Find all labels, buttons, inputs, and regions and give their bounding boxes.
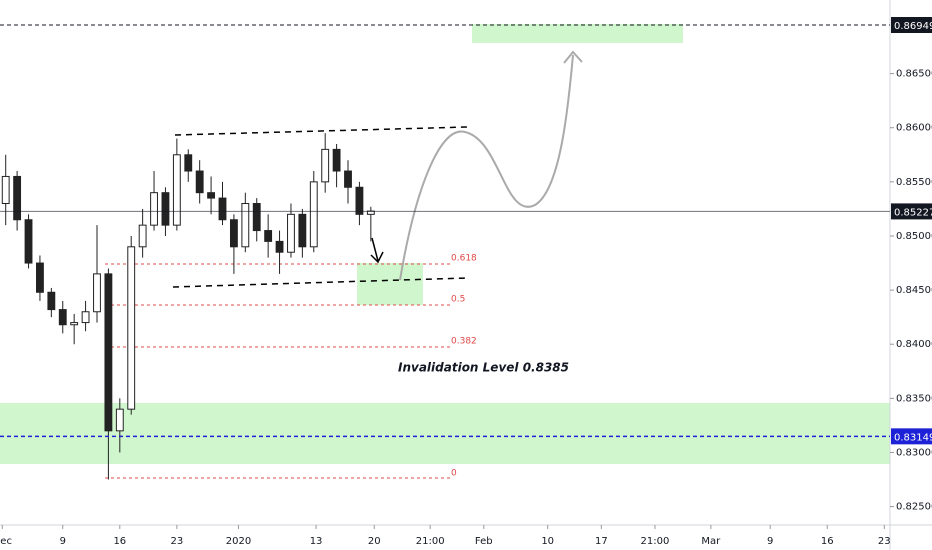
- candle-body: [161, 192, 170, 226]
- candle-body: [13, 175, 22, 221]
- candle-body: [344, 170, 352, 188]
- candle-body: [241, 203, 250, 248]
- candle-body: [229, 219, 238, 248]
- fib-label: 0.382: [451, 337, 477, 347]
- y-tick-label: 0.86500: [896, 69, 932, 80]
- candle-body: [218, 197, 227, 221]
- candle-body: [252, 203, 261, 232]
- x-tick-label: 16: [113, 536, 126, 547]
- x-tick-label: 10: [541, 536, 554, 547]
- x-tick-label: 20: [368, 536, 381, 547]
- candle-body: [172, 154, 181, 226]
- candle-body: [58, 309, 67, 326]
- down-arrow: [370, 237, 384, 264]
- candle-body: [24, 219, 33, 264]
- candle-body: [81, 311, 90, 324]
- fib-label: 0.618: [451, 254, 477, 264]
- x-tick-label: 23: [170, 536, 183, 547]
- candle-body: [150, 192, 158, 226]
- fib-label: 0: [451, 469, 457, 479]
- candle-body: [70, 322, 79, 326]
- candle-body: [127, 246, 136, 410]
- fib-label: 0.5: [451, 295, 465, 305]
- x-tick-label: 17: [595, 536, 608, 547]
- candle-body: [309, 181, 318, 248]
- candle-body: [298, 213, 307, 248]
- annotation: Invalidation Level 0.8385: [398, 361, 569, 375]
- candle-body: [184, 154, 193, 172]
- x-tick-label: Mar: [701, 536, 721, 547]
- price-label: 0.83149: [894, 432, 932, 443]
- x-tick-label: 13: [310, 536, 323, 547]
- trend-lines: [172, 126, 468, 288]
- candle-body: [332, 148, 341, 172]
- candle-body: [195, 170, 204, 194]
- price-label: 0.85227: [894, 207, 932, 218]
- candle-body: [93, 273, 101, 313]
- candle-body: [207, 192, 216, 199]
- x-tick-label: 9: [767, 536, 773, 547]
- candle-body: [287, 213, 295, 253]
- candle-body: [36, 262, 44, 293]
- x-tick-label: 23: [878, 536, 891, 547]
- x-tick-label: 21:00: [416, 536, 445, 547]
- candle-body: [321, 148, 330, 183]
- candle-body: [138, 224, 147, 248]
- x-tick-label: 2020: [226, 536, 251, 547]
- candle-body: [264, 230, 273, 242]
- price-label: 0.86949: [894, 21, 932, 32]
- price-label-box: [891, 203, 932, 220]
- support-zone: [0, 403, 890, 464]
- candle-body: [47, 291, 56, 311]
- candle-body: [104, 273, 113, 432]
- projection-path: [399, 50, 583, 281]
- x-tick-label: Feb: [475, 536, 493, 547]
- price-label-box: [891, 428, 932, 445]
- candle-body: [115, 408, 124, 432]
- target-zone: [472, 24, 683, 43]
- candle-body: [275, 240, 284, 253]
- x-tick-label: 21:00: [641, 536, 670, 547]
- entry-zone: [357, 263, 423, 305]
- x-tick-label: 9: [60, 536, 66, 547]
- candle-body: [1, 175, 10, 205]
- x-tick-label: 16: [821, 536, 834, 547]
- candle-body: [355, 186, 364, 215]
- x-tick-label: Dec: [0, 536, 12, 547]
- price-label-box: [891, 17, 932, 34]
